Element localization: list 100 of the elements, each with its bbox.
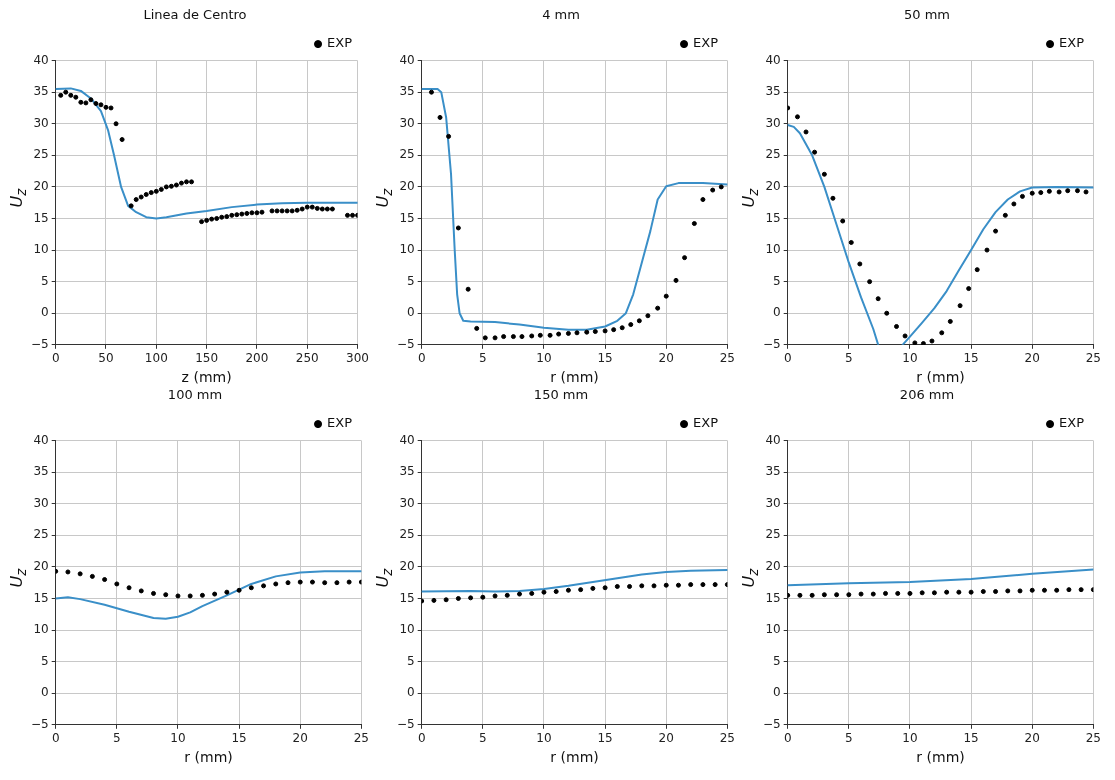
chart-title: 206 mm — [899, 387, 955, 403]
x-axis-title: r (mm) — [916, 369, 965, 386]
x-tick-label: 5 — [479, 351, 487, 366]
y-tick-label: 30 — [765, 495, 781, 510]
x-tick-label: 20 — [658, 351, 674, 366]
x-tick-label: 0 — [783, 731, 792, 746]
x-tick-label: 10 — [536, 731, 552, 746]
y-tick-label: −5 — [30, 716, 49, 731]
y-tick-label: 40 — [33, 432, 49, 447]
x-tick-label: 0 — [51, 731, 60, 746]
y-tick-label: 25 — [399, 527, 415, 542]
y-tick-label: 40 — [765, 52, 781, 67]
y-tick-label: 20 — [765, 179, 781, 194]
y-tick-label: 0 — [773, 305, 781, 320]
y-tick-label: 0 — [773, 685, 781, 700]
y-tick-label: 20 — [399, 179, 415, 194]
y-tick-label: 30 — [33, 115, 49, 130]
y-tick-label: 0 — [407, 685, 415, 700]
x-tick-label: 20 — [658, 731, 674, 746]
y-tick-label: 20 — [765, 559, 781, 574]
legend-label: EXP — [327, 35, 353, 51]
y-tick-label: 15 — [33, 590, 49, 605]
y-tick-label: 15 — [399, 210, 415, 225]
y-tick-label: 15 — [399, 590, 415, 605]
y-tick-label: 30 — [399, 115, 415, 130]
x-tick-label: 10 — [170, 731, 186, 746]
x-tick-label: 15 — [597, 351, 613, 366]
y-tick-label: 5 — [41, 653, 49, 668]
x-tick-label: 15 — [231, 731, 247, 746]
y-tick-label: 15 — [33, 210, 49, 225]
chart-title: 150 mm — [533, 387, 589, 403]
y-tick-label: 25 — [399, 147, 415, 162]
x-axis-title: r (mm) — [184, 749, 233, 766]
x-axis-title: r (mm) — [916, 749, 965, 766]
y-tick-label: 5 — [773, 653, 781, 668]
y-tick-label: −5 — [396, 336, 415, 351]
y-tick-label: −5 — [762, 716, 781, 731]
y-tick-label: 20 — [33, 179, 49, 194]
x-tick-label: 5 — [113, 731, 121, 746]
x-tick-label: 50 — [98, 351, 114, 366]
x-tick-label: 20 — [1024, 351, 1040, 366]
y-tick-label: −5 — [30, 336, 49, 351]
x-tick-label: 15 — [597, 731, 613, 746]
x-axis-title: z (mm) — [181, 369, 232, 386]
y-tick-label: 25 — [765, 527, 781, 542]
y-tick-label: 20 — [33, 559, 49, 574]
y-tick-label: 0 — [41, 685, 49, 700]
y-tick-label: 25 — [33, 527, 49, 542]
x-axis-title: r (mm) — [550, 749, 599, 766]
y-tick-label: 35 — [765, 464, 781, 479]
x-tick-label: 0 — [783, 351, 792, 366]
y-tick-label: 35 — [765, 84, 781, 99]
x-tick-label: 20 — [1024, 731, 1040, 746]
chart-title: Linea de Centro — [143, 7, 247, 23]
x-tick-label: 0 — [417, 731, 426, 746]
x-tick-label: 300 — [346, 351, 369, 366]
y-tick-label: 40 — [399, 432, 415, 447]
legend-label: EXP — [693, 35, 719, 51]
y-tick-label: 40 — [399, 52, 415, 67]
legend-label: EXP — [327, 415, 353, 431]
y-tick-label: 5 — [41, 273, 49, 288]
x-tick-label: 25 — [719, 731, 736, 746]
chart-title: 50 mm — [903, 7, 951, 23]
y-tick-label: 35 — [33, 464, 49, 479]
x-tick-label: 100 — [144, 351, 168, 366]
y-tick-label: 10 — [765, 622, 781, 637]
y-tick-label: 5 — [407, 653, 415, 668]
x-tick-label: 200 — [245, 351, 269, 366]
chart-title: 100 mm — [167, 387, 223, 403]
y-tick-label: 30 — [765, 115, 781, 130]
y-tick-label: 10 — [33, 622, 49, 637]
y-tick-label: 5 — [773, 273, 781, 288]
y-tick-label: 10 — [399, 242, 415, 257]
y-tick-label: −5 — [396, 716, 415, 731]
x-tick-label: 25 — [353, 731, 370, 746]
y-tick-label: 35 — [399, 84, 415, 99]
y-tick-label: 35 — [399, 464, 415, 479]
y-tick-label: 30 — [399, 495, 415, 510]
y-tick-label: 0 — [41, 305, 49, 320]
x-tick-label: 25 — [1085, 351, 1102, 366]
y-tick-label: 20 — [399, 559, 415, 574]
legend-label: EXP — [1059, 35, 1085, 51]
y-tick-label: 30 — [33, 495, 49, 510]
x-tick-label: 250 — [295, 351, 319, 366]
x-tick-label: 10 — [902, 351, 918, 366]
y-tick-label: 40 — [765, 432, 781, 447]
x-tick-label: 25 — [1085, 731, 1102, 746]
y-tick-label: −5 — [762, 336, 781, 351]
x-tick-label: 15 — [963, 351, 979, 366]
y-tick-label: 10 — [399, 622, 415, 637]
x-tick-label: 25 — [719, 351, 736, 366]
y-tick-label: 15 — [765, 590, 781, 605]
x-tick-label: 5 — [479, 731, 487, 746]
legend-label: EXP — [693, 415, 719, 431]
x-tick-label: 0 — [417, 351, 426, 366]
y-tick-label: 5 — [407, 273, 415, 288]
x-tick-label: 10 — [536, 351, 552, 366]
x-tick-label: 0 — [51, 351, 60, 366]
y-tick-label: 15 — [765, 210, 781, 225]
x-tick-label: 5 — [845, 351, 853, 366]
